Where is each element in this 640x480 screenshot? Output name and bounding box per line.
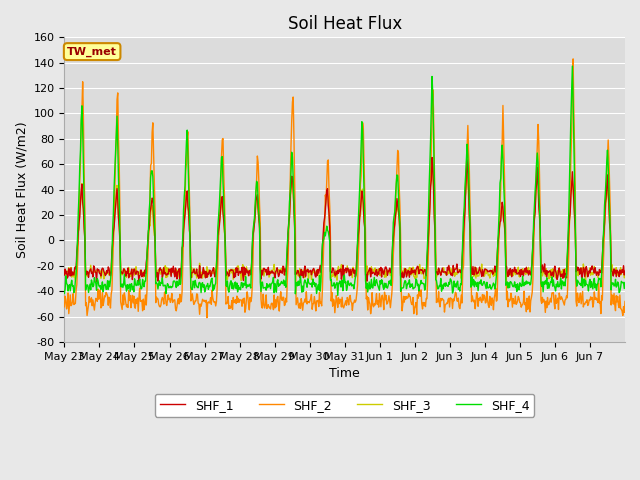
SHF_3 [279,269,287,275]
SHF_4 [61,290,68,296]
SHF_2 [61,304,68,310]
Legend: SHF_1, SHF_2, SHF_3, SHF_4: SHF_1, SHF_2, SHF_3, SHF_4 [155,394,534,417]
SHF_4 [229,286,237,292]
Line: SHF_2: SHF_2 [65,59,625,318]
Line: SHF_1: SHF_1 [65,157,625,284]
SHF_2 [621,299,629,304]
SHF_2 [435,288,442,294]
SHF_1 [126,271,134,277]
SHF_3 [403,267,411,273]
SHF_1 [258,267,266,273]
SHF_4 [278,281,286,287]
SHF_2 [403,295,411,301]
Title: Soil Heat Flux: Soil Heat Flux [287,15,402,33]
SHF_3 [237,278,245,284]
SHF_2 [203,315,211,321]
SHF_3 [435,267,443,273]
SHF_1 [230,275,238,281]
SHF_3 [621,270,629,276]
SHF_1 [428,155,436,160]
SHF_4 [568,63,576,69]
SHF_2 [279,294,287,300]
SHF_1 [61,272,68,278]
SHF_2 [258,305,266,311]
SHF_2 [230,300,238,305]
SHF_4 [621,280,629,286]
SHF_2 [569,56,577,62]
SHF_1 [279,264,287,269]
Text: TW_met: TW_met [67,47,117,57]
SHF_4 [334,292,342,298]
SHF_3 [126,270,134,276]
SHF_3 [61,268,68,274]
SHF_4 [126,288,134,294]
SHF_4 [435,286,442,291]
X-axis label: Time: Time [330,367,360,380]
SHF_3 [258,269,266,275]
SHF_1 [435,268,443,274]
SHF_1 [403,271,411,276]
SHF_3 [229,276,237,282]
SHF_2 [126,293,134,299]
SHF_4 [257,288,265,294]
SHF_4 [403,282,411,288]
SHF_1 [621,268,629,274]
SHF_3 [428,155,436,160]
Y-axis label: Soil Heat Flux (W/m2): Soil Heat Flux (W/m2) [15,121,28,258]
Line: SHF_4: SHF_4 [65,66,625,295]
SHF_1 [135,281,143,287]
Line: SHF_3: SHF_3 [65,157,625,281]
